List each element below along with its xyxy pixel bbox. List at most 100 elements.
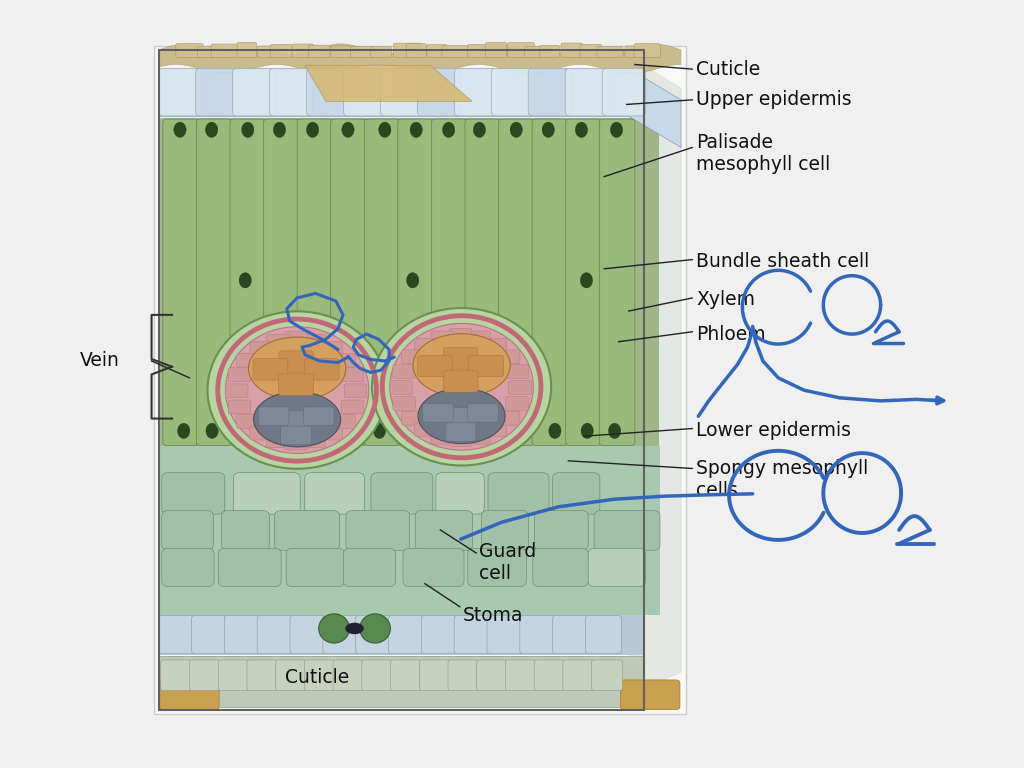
FancyBboxPatch shape (443, 371, 478, 392)
FancyBboxPatch shape (597, 47, 623, 58)
FancyBboxPatch shape (228, 368, 251, 382)
FancyBboxPatch shape (625, 46, 650, 58)
Ellipse shape (507, 423, 519, 439)
Text: Bundle sheath cell: Bundle sheath cell (696, 252, 869, 270)
FancyBboxPatch shape (225, 384, 248, 398)
Ellipse shape (359, 614, 390, 643)
FancyBboxPatch shape (218, 548, 282, 587)
FancyBboxPatch shape (477, 660, 508, 690)
FancyBboxPatch shape (232, 68, 275, 116)
Ellipse shape (407, 273, 419, 288)
Ellipse shape (379, 122, 391, 137)
FancyBboxPatch shape (415, 339, 437, 353)
FancyBboxPatch shape (393, 397, 416, 411)
FancyBboxPatch shape (445, 423, 476, 442)
FancyBboxPatch shape (191, 615, 227, 654)
FancyBboxPatch shape (270, 45, 292, 58)
FancyBboxPatch shape (196, 68, 239, 116)
FancyBboxPatch shape (532, 548, 588, 587)
FancyBboxPatch shape (586, 615, 622, 654)
FancyBboxPatch shape (159, 446, 660, 614)
FancyBboxPatch shape (588, 548, 645, 587)
FancyBboxPatch shape (561, 43, 583, 58)
FancyBboxPatch shape (535, 660, 565, 690)
FancyBboxPatch shape (306, 68, 349, 116)
FancyBboxPatch shape (634, 44, 660, 58)
FancyBboxPatch shape (266, 334, 289, 348)
FancyBboxPatch shape (468, 430, 490, 444)
Ellipse shape (413, 334, 510, 397)
FancyBboxPatch shape (237, 415, 259, 429)
FancyBboxPatch shape (403, 548, 464, 587)
Text: Cuticle: Cuticle (696, 60, 761, 78)
FancyBboxPatch shape (415, 423, 437, 437)
FancyBboxPatch shape (520, 615, 556, 654)
Ellipse shape (542, 122, 554, 137)
FancyBboxPatch shape (218, 660, 249, 690)
FancyBboxPatch shape (553, 472, 600, 514)
Ellipse shape (442, 122, 455, 137)
FancyBboxPatch shape (431, 331, 454, 345)
FancyBboxPatch shape (163, 119, 199, 445)
FancyBboxPatch shape (159, 118, 659, 446)
Ellipse shape (575, 122, 588, 137)
FancyBboxPatch shape (436, 472, 484, 514)
Text: Cuticle: Cuticle (286, 668, 349, 687)
Ellipse shape (510, 122, 522, 137)
Text: Guard
cell: Guard cell (479, 541, 537, 583)
Ellipse shape (225, 326, 369, 453)
FancyBboxPatch shape (305, 472, 365, 514)
FancyBboxPatch shape (162, 548, 214, 587)
FancyBboxPatch shape (445, 408, 476, 426)
FancyBboxPatch shape (602, 68, 645, 116)
FancyBboxPatch shape (286, 548, 344, 587)
FancyBboxPatch shape (431, 430, 454, 444)
FancyBboxPatch shape (565, 119, 601, 445)
FancyBboxPatch shape (371, 47, 391, 58)
Polygon shape (159, 69, 681, 147)
FancyBboxPatch shape (455, 615, 490, 654)
FancyBboxPatch shape (484, 423, 507, 437)
Ellipse shape (174, 122, 186, 137)
Text: Upper epidermis: Upper epidermis (696, 91, 852, 109)
FancyBboxPatch shape (269, 68, 312, 116)
FancyBboxPatch shape (303, 407, 334, 425)
Ellipse shape (208, 311, 387, 468)
Ellipse shape (549, 423, 561, 439)
FancyBboxPatch shape (540, 45, 560, 58)
FancyBboxPatch shape (211, 44, 238, 58)
FancyBboxPatch shape (303, 334, 326, 348)
FancyBboxPatch shape (275, 660, 306, 690)
FancyBboxPatch shape (393, 365, 416, 379)
FancyBboxPatch shape (331, 46, 356, 58)
FancyBboxPatch shape (189, 660, 220, 690)
FancyBboxPatch shape (228, 400, 251, 414)
FancyBboxPatch shape (488, 472, 549, 514)
Polygon shape (630, 58, 681, 695)
FancyBboxPatch shape (319, 426, 342, 440)
FancyBboxPatch shape (250, 426, 272, 440)
FancyBboxPatch shape (415, 511, 473, 551)
FancyBboxPatch shape (506, 660, 537, 690)
FancyBboxPatch shape (371, 472, 433, 514)
FancyBboxPatch shape (198, 46, 218, 58)
FancyBboxPatch shape (465, 119, 501, 445)
FancyBboxPatch shape (450, 329, 472, 343)
FancyBboxPatch shape (258, 46, 279, 58)
Ellipse shape (581, 273, 593, 288)
Ellipse shape (206, 122, 218, 137)
FancyBboxPatch shape (481, 511, 528, 551)
FancyBboxPatch shape (418, 68, 461, 116)
FancyBboxPatch shape (492, 68, 535, 116)
FancyBboxPatch shape (308, 45, 330, 58)
FancyBboxPatch shape (346, 511, 410, 551)
FancyBboxPatch shape (419, 660, 451, 690)
Ellipse shape (242, 122, 254, 137)
FancyBboxPatch shape (580, 45, 602, 58)
FancyBboxPatch shape (159, 615, 195, 654)
FancyBboxPatch shape (285, 332, 307, 346)
FancyBboxPatch shape (468, 45, 489, 58)
Ellipse shape (239, 273, 252, 288)
FancyBboxPatch shape (343, 548, 395, 587)
FancyBboxPatch shape (401, 350, 424, 364)
